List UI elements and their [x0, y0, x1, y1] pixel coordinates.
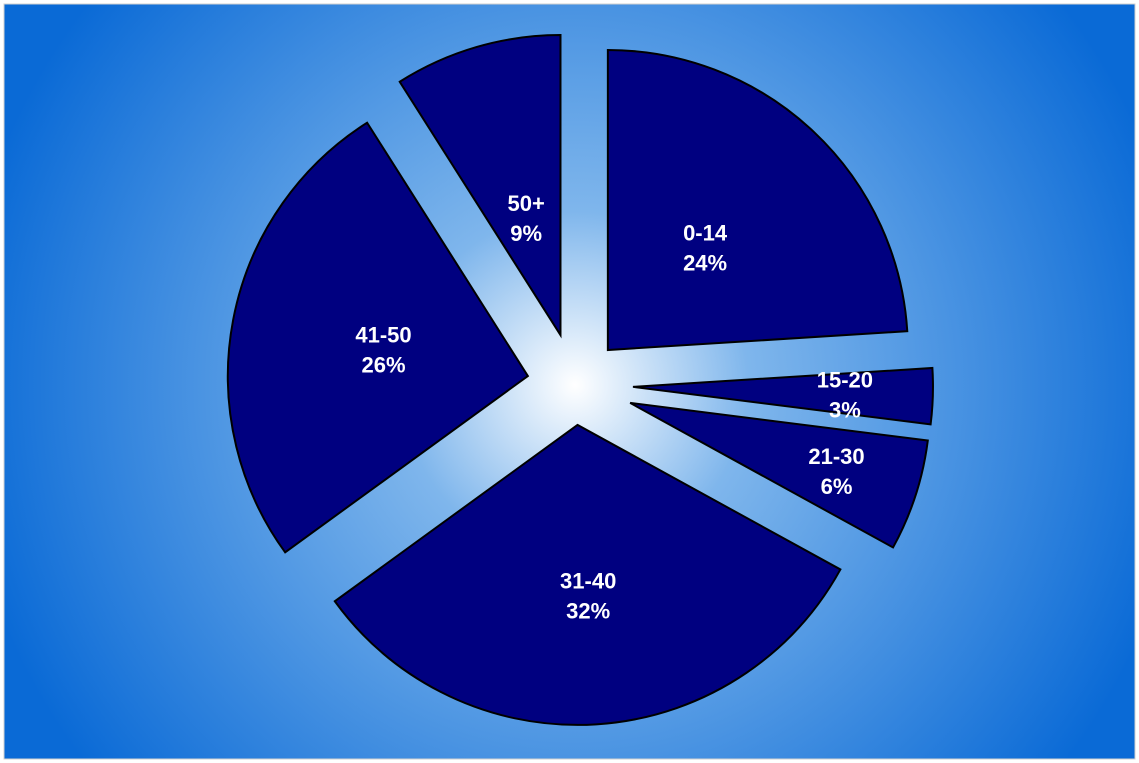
pie-slice-41-50: [226, 121, 530, 554]
pie-slice-15-20: [632, 366, 934, 426]
pie-slice-0-14: [606, 49, 909, 352]
slice-category-label: 0-14: [683, 221, 728, 246]
slice-label-0-14: 0-14 24%: [683, 221, 728, 276]
pie-labels: 0-14 24% 15-20 3% 21-30 6% 31-40 32% 41-50 26% 50+…: [355, 191, 873, 624]
slice-percent-label: 3%: [829, 398, 861, 423]
slice-category-label: 41-50: [355, 323, 411, 348]
slice-percent-label: 24%: [683, 251, 727, 276]
slice-category-label: 15-20: [817, 368, 873, 393]
slice-label-21-30: 21-30 6%: [808, 444, 864, 499]
slice-label-50plus: 50+ 9%: [508, 191, 545, 246]
slice-percent-label: 26%: [361, 353, 405, 378]
slice-category-label: 21-30: [808, 444, 864, 469]
pie-slice-31-40: [333, 423, 842, 726]
slice-percent-label: 32%: [566, 599, 610, 624]
slice-category-label: 31-40: [560, 569, 616, 594]
slice-percent-label: 6%: [821, 474, 853, 499]
slice-label-15-20: 15-20 3%: [817, 368, 873, 423]
slice-category-label: 50+: [508, 191, 545, 216]
pie-slices: [226, 34, 934, 726]
pie-slice-50plus: [398, 34, 562, 339]
slice-percent-label: 9%: [510, 221, 542, 246]
slice-label-41-50: 41-50 26%: [355, 323, 411, 378]
pie-slice-21-30: [629, 401, 929, 549]
slice-label-31-40: 31-40 32%: [560, 569, 616, 624]
